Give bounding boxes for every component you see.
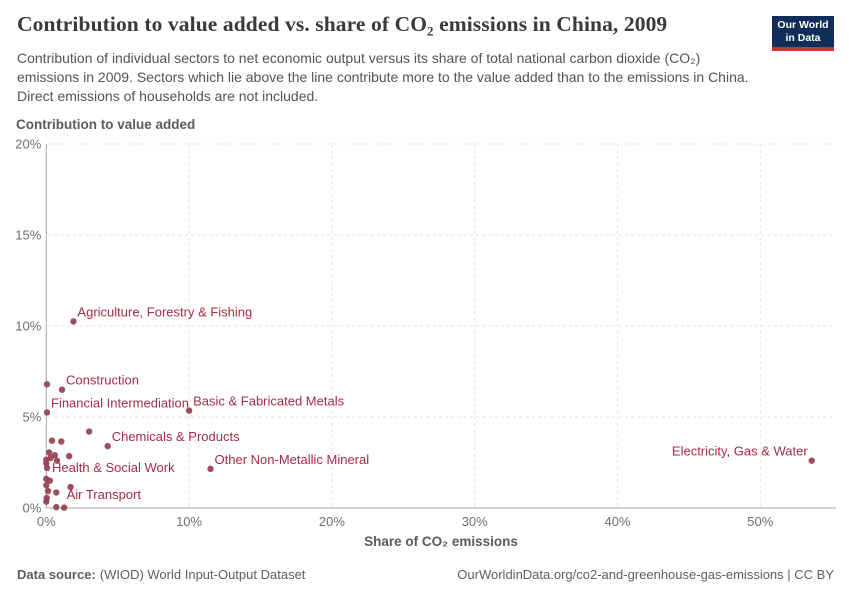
page-title: Contribution to value added vs. share of…: [17, 12, 668, 36]
credit-link[interactable]: OurWorldinData.org/co2-and-greenhouse-ga…: [457, 567, 834, 582]
data-point[interactable]: [53, 489, 60, 496]
data-point[interactable]: [67, 483, 74, 491]
data-point[interactable]: [43, 498, 50, 505]
x-tick-label: 10%: [176, 514, 202, 529]
data-point[interactable]: [43, 460, 50, 467]
point-label: Construction: [66, 373, 139, 388]
data-point[interactable]: [48, 437, 56, 444]
data-point[interactable]: [207, 465, 214, 473]
x-tick-label: 50%: [747, 514, 773, 529]
footer: Data source: (WIOD) World Input-Output Da…: [17, 567, 834, 582]
x-tick-label: 0%: [37, 514, 56, 529]
data-point[interactable]: [58, 386, 66, 393]
data-point[interactable]: [44, 487, 52, 495]
point-label: Air Transport: [67, 487, 142, 502]
data-point[interactable]: [185, 407, 193, 414]
x-tick-label: 20%: [319, 514, 345, 529]
data-point[interactable]: [43, 409, 51, 416]
point-label: Basic & Fabricated Metals: [193, 394, 345, 409]
y-tick-label: 5%: [23, 410, 42, 425]
data-point[interactable]: [85, 428, 93, 435]
data-point[interactable]: [104, 442, 111, 450]
our-world-in-data-logo[interactable]: Our World in Data: [772, 16, 834, 51]
logo-line1: Our World: [777, 19, 829, 31]
data-point[interactable]: [70, 318, 77, 325]
data-source-label: Data source:: [17, 567, 96, 582]
x-tick-label: 30%: [462, 514, 488, 529]
data-point[interactable]: [65, 452, 73, 460]
data-point[interactable]: [53, 503, 60, 511]
y-tick-label: 0%: [23, 501, 42, 516]
point-label: Agriculture, Forestry & Fishing: [77, 304, 252, 319]
y-axis-title: Contribution to value added: [16, 117, 196, 132]
logo-line2: in Data: [785, 32, 821, 44]
data-source-text: (WIOD) World Input-Output Dataset: [99, 567, 306, 582]
x-axis-title: Share of CO₂ emissions: [364, 534, 518, 549]
data-point[interactable]: [46, 477, 54, 484]
y-tick-label: 10%: [15, 319, 41, 334]
x-tick-label: 40%: [604, 514, 630, 529]
y-tick-label: 15%: [15, 228, 41, 243]
data-point[interactable]: [43, 482, 50, 489]
point-label: Financial Intermediation: [51, 395, 189, 410]
data-point[interactable]: [58, 438, 65, 445]
point-label: Chemicals & Products: [112, 429, 240, 444]
page-subtitle: Contribution of individual sectors to ne…: [17, 50, 749, 105]
data-point[interactable]: [45, 449, 53, 456]
point-label: Other Non-Metallic Mineral: [215, 452, 370, 467]
point-label: Health & Social Work: [52, 460, 175, 475]
data-source: Data source: (WIOD) World Input-Output Da…: [17, 567, 305, 582]
data-point[interactable]: [808, 457, 815, 464]
y-tick-label: 20%: [15, 137, 41, 152]
data-point[interactable]: [53, 457, 61, 464]
data-point[interactable]: [60, 504, 68, 511]
data-point[interactable]: [43, 381, 51, 388]
point-label: Electricity, Gas & Water: [672, 444, 808, 459]
